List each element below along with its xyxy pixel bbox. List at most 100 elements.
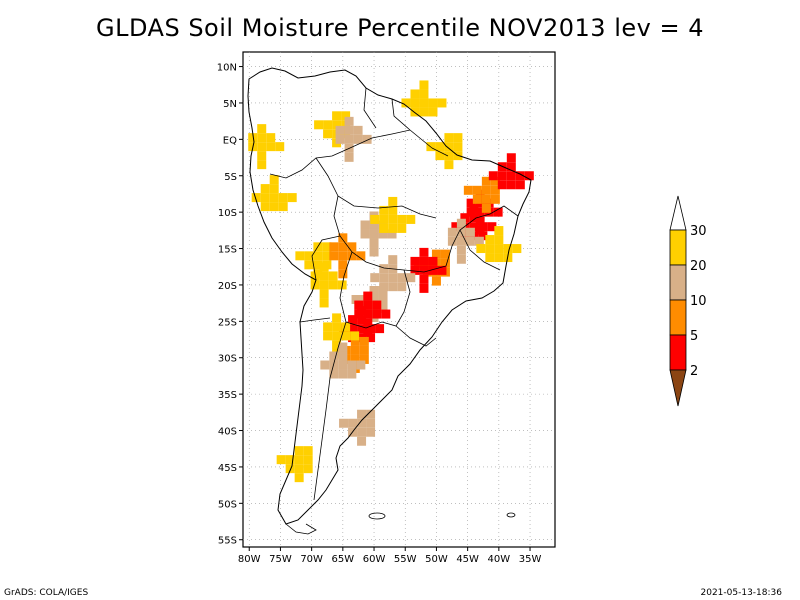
y-tick-label: 20S bbox=[218, 281, 237, 292]
percentile-cell bbox=[444, 160, 454, 170]
percentile-cell bbox=[366, 333, 376, 343]
y-tick-label: 5S bbox=[224, 172, 237, 183]
percentile-cell bbox=[512, 244, 522, 254]
y-tick-label: 10S bbox=[218, 208, 237, 219]
percentile-cell bbox=[506, 162, 516, 172]
percentile-cell bbox=[478, 231, 488, 241]
percentile-cell bbox=[329, 369, 339, 379]
percentile-cell bbox=[357, 409, 367, 419]
percentile-cell bbox=[260, 193, 270, 203]
percentile-cell bbox=[387, 229, 397, 239]
percentile-cell bbox=[369, 229, 379, 239]
percentile-cell bbox=[388, 282, 398, 292]
percentile-cell bbox=[431, 276, 441, 286]
south-america-outline bbox=[247, 67, 532, 525]
percentile-cell bbox=[319, 298, 329, 308]
percentile-cell bbox=[440, 258, 450, 268]
percentile-cell bbox=[257, 133, 267, 143]
colorbar-label-5: 5 bbox=[690, 329, 698, 344]
percentile-cell bbox=[370, 214, 380, 224]
percentile-cell bbox=[428, 265, 438, 275]
percentile-cell bbox=[369, 286, 379, 295]
percentile-cell bbox=[490, 185, 500, 195]
percentile-cell bbox=[481, 194, 491, 204]
percentile-cell bbox=[350, 354, 360, 364]
percentile-cell bbox=[419, 274, 429, 284]
percentile-cell bbox=[485, 253, 495, 263]
percentile-cell bbox=[320, 360, 330, 370]
percentile-cell bbox=[497, 171, 507, 181]
percentile-cell bbox=[313, 260, 323, 270]
percentile-cell bbox=[490, 194, 500, 204]
colorbar-segment-10-20 bbox=[669, 264, 687, 301]
percentile-cell bbox=[474, 236, 484, 246]
percentile-cell bbox=[494, 244, 504, 254]
percentile-cell bbox=[285, 455, 295, 465]
percentile-cell bbox=[375, 324, 385, 334]
percentile-cell bbox=[410, 98, 420, 108]
percentile-cell bbox=[359, 336, 369, 346]
percentile-cell bbox=[313, 251, 323, 261]
percentile-cell bbox=[419, 98, 429, 108]
percentile-cell bbox=[466, 198, 476, 208]
percentile-cell bbox=[388, 196, 398, 206]
y-tick-label: 5N bbox=[223, 99, 237, 110]
percentile-cell bbox=[332, 120, 342, 130]
percentile-cell bbox=[370, 273, 380, 283]
percentile-cell bbox=[362, 134, 372, 144]
percentile-cell bbox=[294, 473, 304, 483]
percentile-cell bbox=[338, 260, 348, 270]
percentile-cell bbox=[485, 235, 495, 245]
country-borders bbox=[269, 87, 519, 501]
percentile-cell bbox=[456, 236, 466, 246]
percentile-cell bbox=[350, 345, 360, 355]
percentile-cell bbox=[341, 322, 351, 332]
percentile-cell bbox=[328, 280, 338, 290]
percentile-cell bbox=[319, 289, 329, 299]
percentile-cell bbox=[419, 247, 429, 257]
percentile-cell bbox=[469, 222, 479, 232]
percentile-cell bbox=[260, 184, 270, 194]
percentile-cell bbox=[388, 205, 398, 215]
percentile-cell bbox=[269, 193, 279, 203]
percentile-cell bbox=[257, 124, 267, 134]
percentile-cell bbox=[379, 214, 389, 224]
x-tick-label: 45W bbox=[456, 554, 479, 565]
x-tick-label: 40W bbox=[488, 554, 511, 565]
percentile-cell bbox=[269, 184, 279, 194]
percentile-cell bbox=[493, 207, 503, 217]
percentile-cell bbox=[485, 244, 495, 254]
percentile-cell bbox=[419, 265, 429, 275]
percentile-cell bbox=[469, 204, 479, 214]
percentile-cell bbox=[341, 331, 351, 341]
percentile-cell bbox=[328, 271, 338, 281]
percentile-cell bbox=[524, 171, 534, 181]
percentile-cell bbox=[475, 216, 485, 226]
percentile-cell bbox=[410, 256, 420, 266]
percentile-cell bbox=[294, 464, 304, 474]
percentile-cell bbox=[428, 98, 438, 108]
percentile-cell bbox=[251, 193, 261, 203]
percentile-cell bbox=[388, 273, 398, 283]
percentile-cell bbox=[372, 300, 382, 310]
percentile-cell bbox=[335, 134, 345, 144]
percentile-cell bbox=[397, 273, 407, 283]
percentile-cell bbox=[360, 229, 370, 239]
percentile-cell bbox=[338, 233, 348, 243]
percentile-cell bbox=[329, 242, 339, 252]
percentile-cell bbox=[294, 446, 304, 456]
percentile-cell bbox=[494, 235, 504, 245]
percentile-cell bbox=[372, 309, 382, 319]
percentile-cell bbox=[319, 262, 329, 272]
percentile-cell bbox=[351, 295, 361, 304]
percentile-cell bbox=[303, 464, 313, 474]
y-tick-label: EQ bbox=[223, 135, 237, 146]
colorbar-label-2: 2 bbox=[690, 364, 698, 379]
percentile-cell bbox=[344, 134, 354, 144]
percentile-cell bbox=[363, 291, 373, 301]
tierra-del-fuego bbox=[285, 523, 317, 535]
percentile-cell bbox=[515, 180, 525, 190]
percentile-cell bbox=[381, 309, 391, 319]
south-georgia bbox=[506, 512, 516, 518]
